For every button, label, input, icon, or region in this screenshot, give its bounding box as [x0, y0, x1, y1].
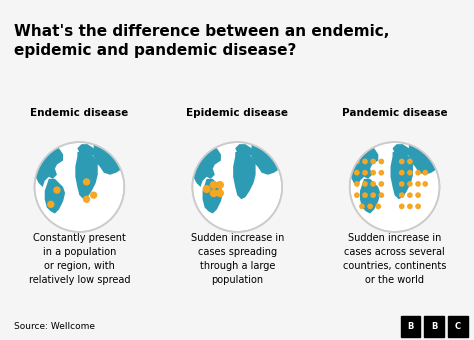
Polygon shape — [41, 140, 49, 146]
Circle shape — [362, 170, 368, 175]
Text: B: B — [431, 322, 438, 331]
Polygon shape — [33, 144, 63, 187]
Circle shape — [415, 204, 421, 209]
Text: Pandemic disease: Pandemic disease — [342, 108, 447, 118]
Circle shape — [375, 204, 381, 209]
Circle shape — [378, 170, 384, 175]
Text: Constantly present
in a population
or region, with
relatively low spread: Constantly present in a population or re… — [28, 233, 130, 285]
Circle shape — [350, 142, 439, 232]
Circle shape — [407, 204, 413, 209]
Circle shape — [370, 159, 376, 164]
Circle shape — [202, 185, 211, 193]
Circle shape — [359, 204, 365, 209]
Circle shape — [415, 170, 421, 175]
Circle shape — [362, 159, 368, 164]
Circle shape — [362, 192, 368, 198]
Circle shape — [370, 181, 376, 187]
Polygon shape — [191, 144, 221, 187]
Text: C: C — [455, 322, 461, 331]
Circle shape — [53, 186, 61, 194]
Circle shape — [407, 170, 413, 175]
Polygon shape — [360, 179, 380, 214]
Polygon shape — [235, 144, 254, 156]
Circle shape — [378, 159, 384, 164]
Circle shape — [378, 181, 384, 187]
Circle shape — [354, 159, 360, 164]
Text: Endemic disease: Endemic disease — [30, 108, 128, 118]
Circle shape — [370, 192, 376, 198]
FancyBboxPatch shape — [424, 316, 444, 337]
Circle shape — [216, 189, 224, 197]
Circle shape — [422, 170, 428, 175]
Circle shape — [90, 191, 97, 199]
Circle shape — [362, 181, 368, 187]
Circle shape — [35, 142, 124, 232]
Polygon shape — [75, 150, 98, 199]
Polygon shape — [356, 140, 364, 146]
Circle shape — [83, 178, 90, 186]
Circle shape — [399, 181, 405, 187]
Polygon shape — [391, 150, 413, 199]
Text: Sudden increase in
cases across several
countries, continents
or the world: Sudden increase in cases across several … — [343, 233, 447, 285]
Circle shape — [407, 192, 413, 198]
Text: Source: Wellcome: Source: Wellcome — [14, 322, 95, 331]
Polygon shape — [91, 142, 124, 175]
FancyBboxPatch shape — [401, 316, 420, 337]
Polygon shape — [249, 142, 282, 175]
Circle shape — [47, 201, 55, 208]
Circle shape — [354, 170, 360, 175]
Polygon shape — [407, 142, 439, 175]
Polygon shape — [392, 144, 411, 156]
Circle shape — [354, 192, 360, 198]
Circle shape — [83, 195, 90, 203]
Circle shape — [210, 181, 218, 189]
Circle shape — [399, 192, 405, 198]
Circle shape — [399, 159, 405, 164]
Circle shape — [216, 181, 224, 189]
Circle shape — [378, 192, 384, 198]
Polygon shape — [77, 144, 96, 156]
Text: Epidemic disease: Epidemic disease — [186, 108, 288, 118]
Polygon shape — [348, 144, 378, 187]
FancyBboxPatch shape — [448, 316, 468, 337]
Circle shape — [415, 181, 421, 187]
Polygon shape — [199, 140, 207, 146]
Polygon shape — [233, 150, 255, 199]
Circle shape — [399, 170, 405, 175]
Text: Sudden increase in
cases spreading
through a large
population: Sudden increase in cases spreading throu… — [191, 233, 284, 285]
Circle shape — [210, 189, 218, 197]
Circle shape — [422, 181, 428, 187]
Circle shape — [354, 181, 360, 187]
Circle shape — [399, 204, 405, 209]
Polygon shape — [202, 179, 223, 214]
Circle shape — [367, 204, 373, 209]
Circle shape — [415, 192, 421, 198]
Text: B: B — [407, 322, 414, 331]
Circle shape — [407, 159, 413, 164]
Circle shape — [192, 142, 282, 232]
Circle shape — [407, 181, 413, 187]
Circle shape — [370, 170, 376, 175]
Polygon shape — [45, 179, 65, 214]
Text: What's the difference between an endemic,
epidemic and pandemic disease?: What's the difference between an endemic… — [14, 24, 390, 57]
